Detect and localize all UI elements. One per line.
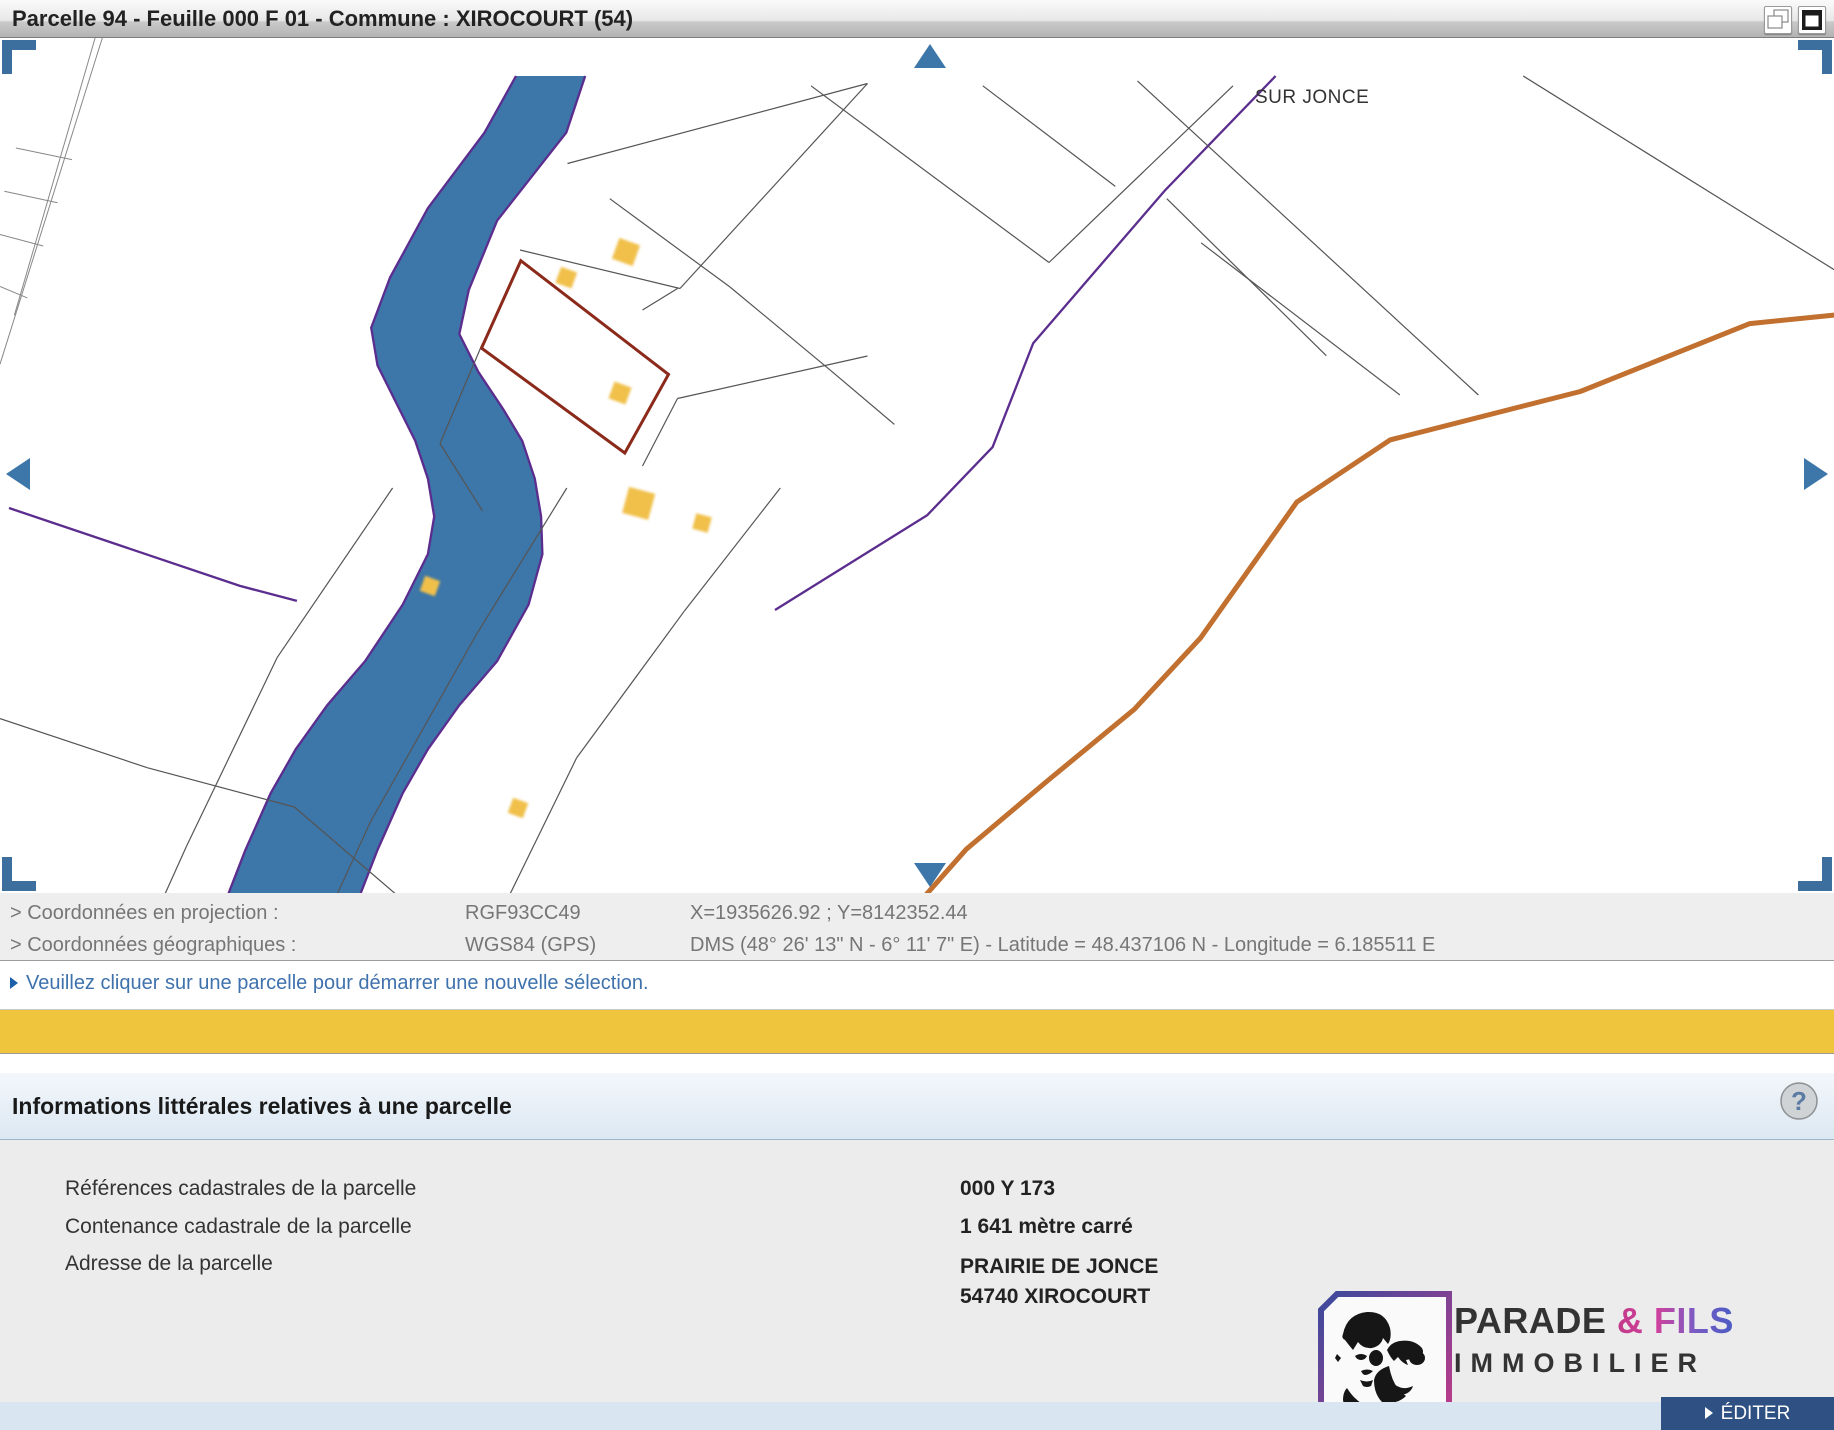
svg-text:SUR JONCE: SUR JONCE	[1255, 87, 1369, 108]
svg-text:?: ?	[1791, 1086, 1807, 1116]
